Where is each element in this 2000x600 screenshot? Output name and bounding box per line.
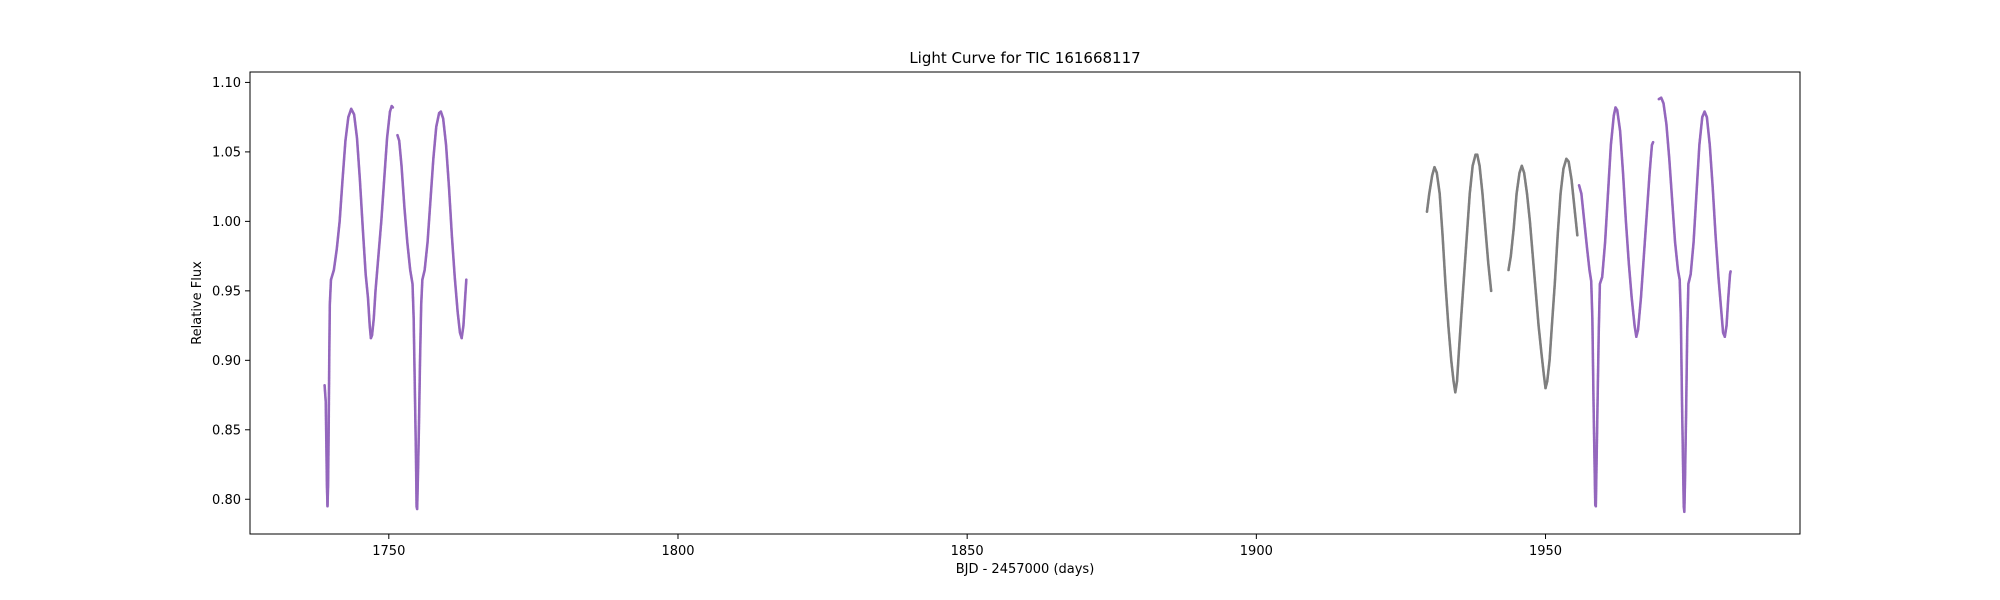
data-point	[465, 278, 468, 282]
data-point	[1489, 289, 1493, 293]
data-point	[1651, 140, 1655, 144]
y-tick-label: 0.80	[212, 493, 241, 508]
x-axis-label: BJD - 2457000 (days)	[956, 562, 1095, 577]
y-tick-label: 1.00	[212, 215, 241, 230]
y-axis-label: Relative Flux	[190, 261, 205, 345]
y-tick-label: 0.90	[212, 354, 241, 369]
series-1	[323, 96, 1732, 514]
y-axis: 0.80 0.85 0.90 0.95 1.00 1.05 1.10	[212, 76, 250, 508]
x-tick-label: 1950	[1529, 544, 1562, 559]
data-point	[391, 106, 395, 109]
data-marks	[323, 96, 1732, 514]
y-tick-label: 1.10	[212, 76, 241, 91]
x-tick-label: 1900	[1240, 544, 1273, 559]
x-axis: 1750 1800 1850 1900 1950	[372, 534, 1562, 559]
data-point	[1729, 270, 1732, 273]
x-tick-label: 1750	[372, 544, 405, 559]
x-tick-label: 1850	[951, 544, 984, 559]
x-tick-label: 1800	[661, 544, 694, 559]
series-2	[1425, 153, 1579, 394]
y-tick-label: 0.85	[212, 423, 241, 438]
y-tick-label: 0.95	[212, 284, 241, 299]
data-point	[1576, 233, 1579, 237]
y-tick-label: 1.05	[212, 145, 241, 160]
chart-title: Light Curve for TIC 161668117	[909, 49, 1140, 67]
plot-frame	[249, 71, 1801, 535]
